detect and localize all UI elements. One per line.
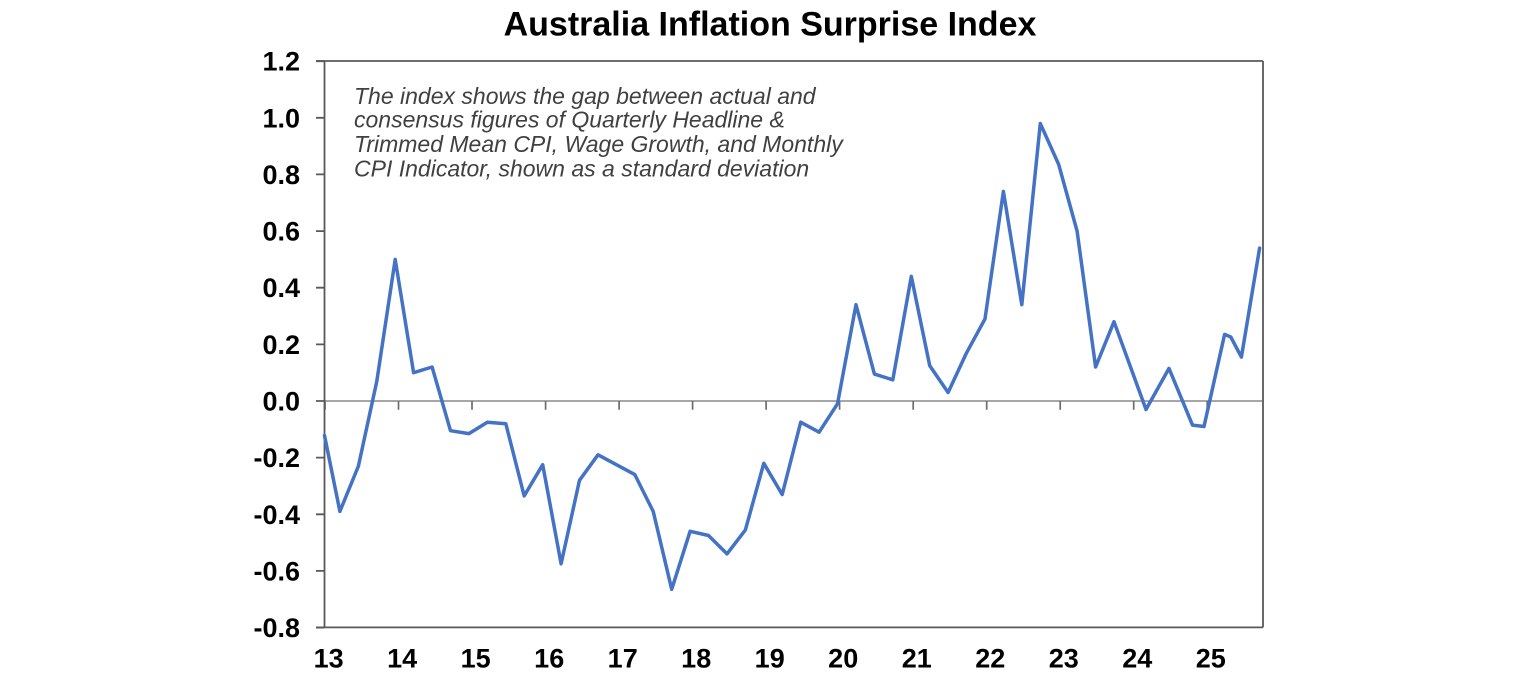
svg-text:0.2: 0.2 xyxy=(262,330,300,360)
svg-text:The index shows the gap betwee: The index shows the gap between actual a… xyxy=(354,83,817,109)
svg-text:21: 21 xyxy=(902,644,932,674)
svg-text:17: 17 xyxy=(608,644,638,674)
svg-text:-0.4: -0.4 xyxy=(253,500,300,530)
svg-text:20: 20 xyxy=(828,644,858,674)
svg-text:16: 16 xyxy=(534,644,564,674)
svg-text:15: 15 xyxy=(461,644,491,674)
svg-text:0.0: 0.0 xyxy=(262,387,300,417)
svg-text:0.6: 0.6 xyxy=(262,217,300,247)
svg-text:Trimmed Mean CPI, Wage Growth,: Trimmed Mean CPI, Wage Growth, and Month… xyxy=(354,131,844,157)
svg-text:Australia Inflation Surprise I: Australia Inflation Surprise Index xyxy=(504,6,1037,44)
svg-text:1.2: 1.2 xyxy=(262,47,300,77)
svg-text:14: 14 xyxy=(387,644,417,674)
svg-text:18: 18 xyxy=(681,644,711,674)
svg-text:-0.6: -0.6 xyxy=(253,556,300,586)
svg-text:24: 24 xyxy=(1122,644,1152,674)
svg-text:1.0: 1.0 xyxy=(262,103,300,133)
svg-text:consensus figures of Quarterly: consensus figures of Quarterly Headline … xyxy=(354,107,785,133)
svg-text:13: 13 xyxy=(314,644,344,674)
svg-text:25: 25 xyxy=(1196,644,1226,674)
svg-text:CPI Indicator, shown as a stan: CPI Indicator, shown as a standard devia… xyxy=(354,156,809,182)
svg-text:0.4: 0.4 xyxy=(262,273,300,303)
svg-text:0.8: 0.8 xyxy=(262,160,300,190)
svg-text:-0.8: -0.8 xyxy=(253,613,300,643)
svg-text:22: 22 xyxy=(975,644,1005,674)
svg-text:23: 23 xyxy=(1049,644,1079,674)
svg-text:19: 19 xyxy=(755,644,785,674)
svg-text:-0.2: -0.2 xyxy=(253,443,300,473)
